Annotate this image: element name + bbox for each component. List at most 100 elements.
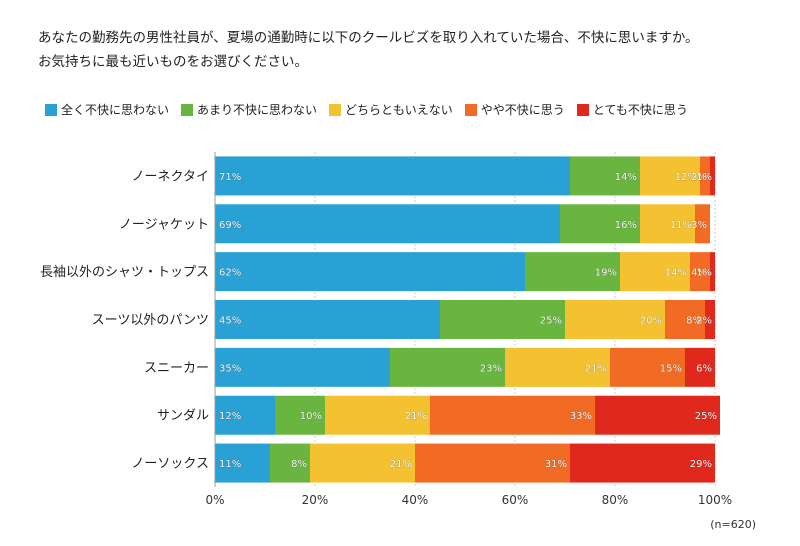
bar-segment <box>525 252 620 292</box>
bar-segment <box>215 300 440 339</box>
title-line-1: あなたの勤務先の男性社員が、夏場の通勤時に以下のクールビズを取り入れていた場合、… <box>38 30 699 46</box>
bar-segment <box>215 395 275 435</box>
data-label: 1% <box>696 268 712 279</box>
bar-segment <box>325 395 430 435</box>
data-label: 8% <box>686 316 702 327</box>
bar-segment <box>440 300 565 339</box>
data-label: 31% <box>545 459 567 470</box>
data-label: 6% <box>696 363 712 374</box>
data-label: 25% <box>695 411 717 422</box>
data-label: 71% <box>219 172 241 183</box>
bar-segment <box>610 347 685 387</box>
bar-segment <box>640 204 695 244</box>
data-label: 21% <box>405 411 427 422</box>
bar-segment <box>690 252 710 292</box>
category-label: スニーカー <box>144 361 209 376</box>
legend-label: あまり不快に思わない <box>197 103 318 117</box>
data-label: 21% <box>390 459 412 470</box>
data-label: 1% <box>696 172 712 183</box>
bar-segment <box>695 204 710 244</box>
bar-segment <box>685 347 715 387</box>
legend-label: とても不快に思う <box>592 103 688 117</box>
legend-swatch <box>181 103 194 116</box>
x-tick-label: 60% <box>502 493 529 507</box>
data-label: 19% <box>595 268 617 279</box>
data-label: 10% <box>300 411 322 422</box>
legend-label: やや不快に思う <box>480 103 565 117</box>
data-label: 20% <box>640 316 662 327</box>
data-label: 15% <box>660 363 682 374</box>
x-tick-label: 100% <box>698 493 732 507</box>
bar-segment <box>640 156 700 196</box>
bar-segment <box>275 395 325 435</box>
bar-segment <box>415 443 570 483</box>
data-label: 45% <box>219 316 241 327</box>
bar-segment <box>620 252 690 292</box>
bar-segment <box>665 300 705 339</box>
sample-size-note: (n=620) <box>710 518 756 531</box>
data-label: 2% <box>691 172 707 183</box>
data-label: 14% <box>665 268 687 279</box>
data-label: 33% <box>570 411 592 422</box>
bar-segment <box>215 156 570 196</box>
bar-segment <box>215 443 270 483</box>
bar-segment <box>710 252 715 292</box>
category-label: サンダル <box>157 409 209 424</box>
x-tick-label: 0% <box>205 493 224 507</box>
legend-label: どちらともいえない <box>345 103 453 117</box>
legend-item: 全く不快に思わない <box>45 101 169 118</box>
data-label: 69% <box>219 220 241 231</box>
legend-item: どちらともいえない <box>329 101 453 118</box>
bar-segment <box>270 443 310 483</box>
bar-segment <box>595 395 720 435</box>
data-label: 35% <box>219 363 241 374</box>
data-label: 16% <box>615 220 637 231</box>
legend-swatch <box>329 103 342 116</box>
category-label: ノージャケット <box>119 217 209 232</box>
data-label: 12% <box>219 411 241 422</box>
data-label: 21% <box>585 363 607 374</box>
data-label: 11% <box>219 459 241 470</box>
data-label: 3% <box>691 220 707 231</box>
x-tick-label: 20% <box>302 493 329 507</box>
bar-segment <box>215 252 525 292</box>
legend-item: あまり不快に思わない <box>181 101 317 118</box>
data-label: 23% <box>480 363 502 374</box>
bar-segment <box>215 347 390 387</box>
title-line-2: お気持ちに最も近いものをお選びください。 <box>38 54 308 70</box>
bar-segment <box>560 204 640 244</box>
legend-label: 全く不快に思わない <box>61 103 170 117</box>
bar-segment <box>390 347 505 387</box>
bar-segment <box>430 395 595 435</box>
data-label: 12% <box>675 172 697 183</box>
x-tick-label: 80% <box>602 493 629 507</box>
data-label: 25% <box>540 316 562 327</box>
bar-segment <box>700 156 710 196</box>
legend-swatch <box>464 103 477 116</box>
legend-swatch <box>45 103 57 116</box>
x-tick-label: 40% <box>402 493 429 507</box>
bar-segment <box>215 204 560 244</box>
chart-title: あなたの勤務先の男性社員が、夏場の通勤時に以下のクールビズを取り入れていた場合、… <box>38 26 778 74</box>
data-label: 11% <box>670 220 692 231</box>
data-label: 29% <box>690 459 712 470</box>
data-label: 4% <box>691 268 707 279</box>
data-label: 8% <box>291 459 307 470</box>
bar-segment <box>505 347 610 387</box>
data-label: 2% <box>696 316 712 327</box>
category-label: 長袖以外のシャツ・トップス <box>40 265 209 280</box>
category-label: ノーソックス <box>131 457 209 472</box>
legend: 全く不快に思わない あまり不快に思わない どちらともいえない やや不快に思う と… <box>45 101 700 118</box>
bar-segment <box>570 443 715 483</box>
legend-item: やや不快に思う <box>464 101 565 118</box>
data-label: 14% <box>615 172 637 183</box>
bar-segment <box>570 156 640 196</box>
category-label: スーツ以外のパンツ <box>92 313 209 328</box>
bar-segment <box>710 156 715 196</box>
legend-item: とても不快に思う <box>576 101 688 118</box>
bar-segment <box>565 300 665 339</box>
data-label: 62% <box>219 268 241 279</box>
legend-swatch <box>576 103 589 116</box>
bar-segment <box>310 443 415 483</box>
